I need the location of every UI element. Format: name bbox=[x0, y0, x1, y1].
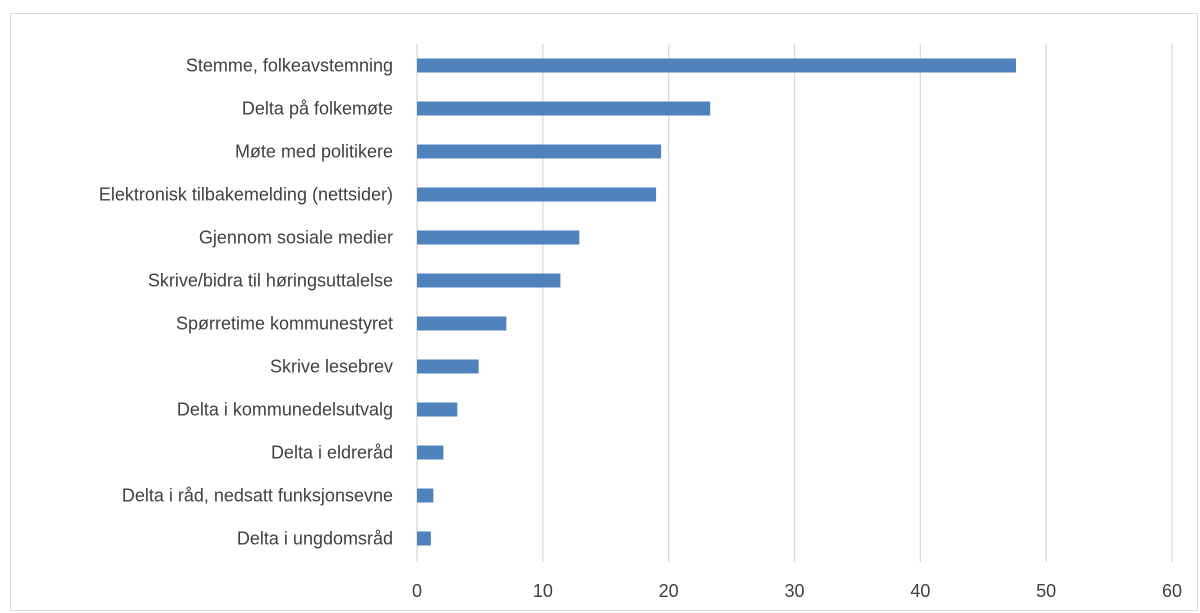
bar bbox=[417, 531, 431, 546]
category-label: Spørretime kommunestyret bbox=[176, 314, 393, 334]
bar bbox=[417, 402, 458, 417]
category-label: Stemme, folkeavstemning bbox=[186, 56, 393, 76]
bar bbox=[417, 445, 444, 460]
bar bbox=[417, 316, 507, 331]
category-label: Elektronisk tilbakemelding (nettsider) bbox=[99, 185, 393, 205]
bar bbox=[417, 58, 1016, 73]
category-labels: Stemme, folkeavstemning Delta på folkemøt… bbox=[99, 56, 393, 549]
x-tick-labels: 0 10 20 30 40 50 60 bbox=[412, 581, 1182, 601]
category-label: Skrive lesebrev bbox=[270, 357, 393, 377]
category-label: Skrive/bidra til høringsuttalelse bbox=[148, 271, 393, 291]
x-tick-label: 10 bbox=[533, 581, 553, 601]
category-label: Delta i råd, nedsatt funksjonsevne bbox=[122, 486, 393, 506]
bar bbox=[417, 273, 561, 288]
bar bbox=[417, 488, 434, 503]
category-label: Delta på folkemøte bbox=[242, 99, 393, 119]
category-label: Delta i eldreråd bbox=[271, 443, 393, 463]
bar bbox=[417, 101, 711, 116]
category-label: Delta i ungdomsråd bbox=[237, 529, 393, 549]
x-tick-label: 60 bbox=[1162, 581, 1182, 601]
x-tick-label: 50 bbox=[1036, 581, 1056, 601]
bars bbox=[417, 58, 1016, 546]
category-label: Gjennom sosiale medier bbox=[199, 228, 393, 248]
x-tick-label: 30 bbox=[784, 581, 804, 601]
x-tick-label: 0 bbox=[412, 581, 422, 601]
bar bbox=[417, 187, 657, 202]
gridlines bbox=[416, 44, 1173, 562]
x-tick-label: 40 bbox=[910, 581, 930, 601]
bar bbox=[417, 230, 580, 245]
x-tick-label: 20 bbox=[659, 581, 679, 601]
bar bbox=[417, 144, 662, 159]
category-label: Delta i kommunedelsutvalg bbox=[177, 400, 393, 420]
category-label: Møte med politikere bbox=[235, 142, 393, 162]
bar bbox=[417, 359, 479, 374]
